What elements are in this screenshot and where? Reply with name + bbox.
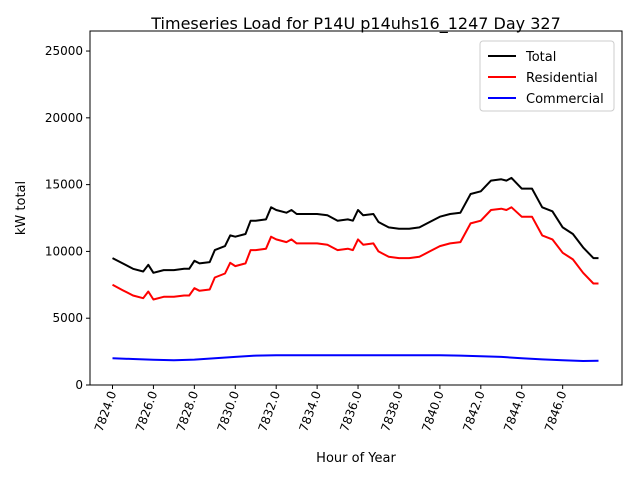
y-tick-label: 20000 <box>45 111 83 125</box>
legend-label-residential: Residential <box>526 71 598 86</box>
x-tick-label: 7828.0 <box>174 389 202 433</box>
x-axis-label: Hour of Year <box>316 451 396 466</box>
chart-title: Timeseries Load for P14U p14uhs16_1247 D… <box>150 14 561 34</box>
series-line-residential <box>112 206 599 301</box>
y-tick-label: 25000 <box>45 44 83 58</box>
x-tick-label: 7840.0 <box>419 389 447 433</box>
x-tick-label: 7830.0 <box>215 389 243 433</box>
series-line-total <box>112 176 599 274</box>
x-tick-label: 7832.0 <box>255 389 283 433</box>
x-tick-label: 7836.0 <box>337 389 365 433</box>
x-axis: 7824.0 7826.0 7828.0 7830.0 7832.0 7834.0 7836… <box>92 385 570 433</box>
y-tick-label: 0 <box>75 378 83 392</box>
x-tick-label: 7834.0 <box>296 389 324 433</box>
y-tick-label: 15000 <box>45 178 83 192</box>
legend: Total Residential Commercial <box>479 40 615 112</box>
x-tick-label: 7842.0 <box>460 389 488 433</box>
x-tick-label: 7826.0 <box>133 389 161 433</box>
series-line-commercial <box>112 354 599 362</box>
x-tick-label: 7846.0 <box>542 389 570 433</box>
y-tick-label: 10000 <box>45 244 83 258</box>
x-tick-label: 7838.0 <box>378 389 406 433</box>
x-tick-label: 7844.0 <box>501 389 529 433</box>
legend-label-commercial: Commercial <box>526 92 604 107</box>
x-tick-label: 7824.0 <box>92 389 120 433</box>
series-lines <box>112 176 599 362</box>
y-tick-label: 5000 <box>52 311 83 325</box>
y-axis-label: kW total <box>14 181 29 235</box>
plot-area <box>89 30 623 386</box>
legend-label-total: Total <box>525 50 556 65</box>
y-axis: 0 5000 10000 15000 20000 25000 <box>45 44 90 392</box>
